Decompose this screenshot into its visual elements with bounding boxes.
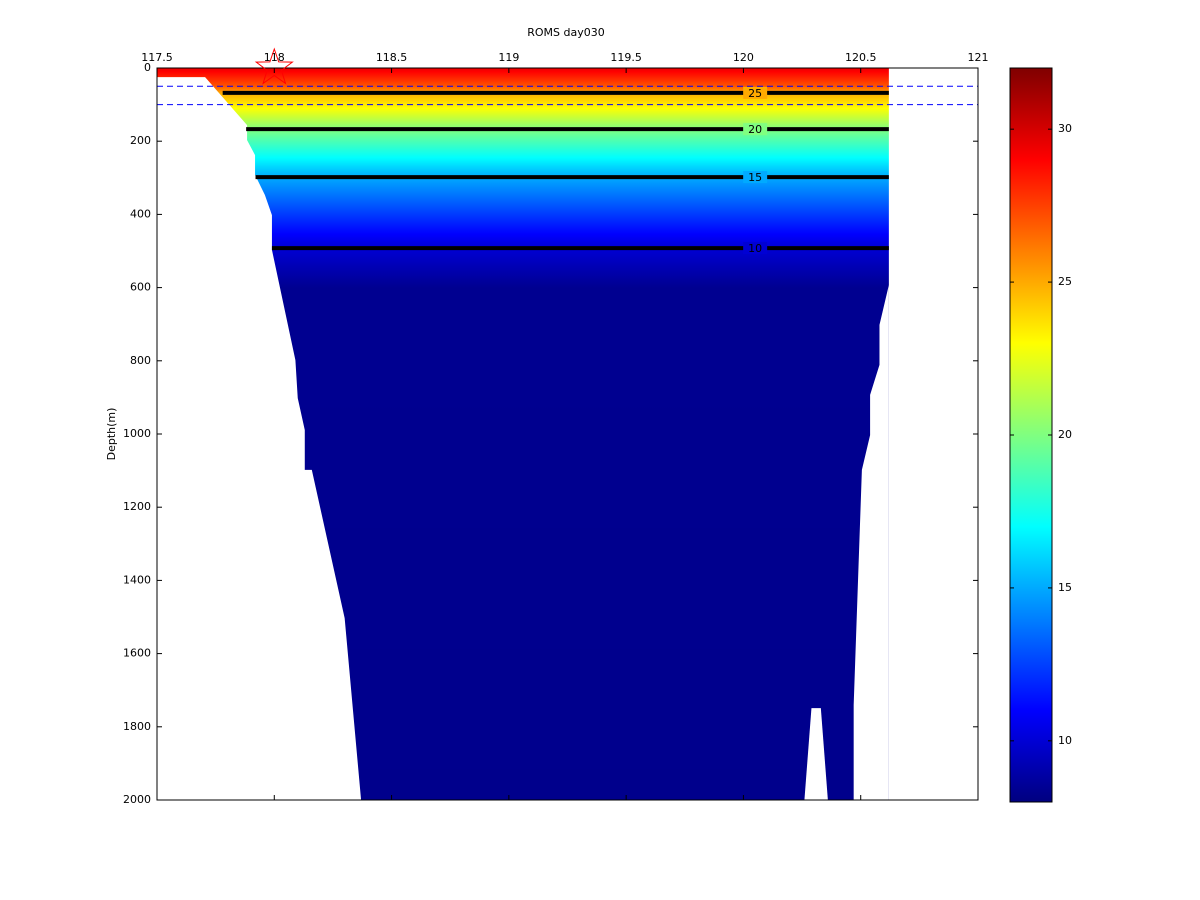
y-tick-label: 1200 xyxy=(123,500,151,513)
colorbar xyxy=(1009,67,1053,803)
colorbar-tick-label: 20 xyxy=(1058,428,1072,441)
contour-label-bg xyxy=(743,123,768,136)
y-tick-label: 200 xyxy=(130,134,151,147)
contour-label: 10 xyxy=(748,242,762,255)
chart-title: ROMS day030 xyxy=(527,26,605,39)
y-tick-label: 1600 xyxy=(123,647,151,660)
y-tick-label: 400 xyxy=(130,207,151,220)
y-tick-label: 1800 xyxy=(123,720,151,733)
land xyxy=(157,77,362,800)
x-tick-label: 120.5 xyxy=(845,51,877,64)
colorbar-tick-label: 30 xyxy=(1058,122,1072,135)
y-tick-label: 600 xyxy=(130,281,151,294)
colorbar-tick-label: 15 xyxy=(1058,581,1072,594)
x-tick-label: 118 xyxy=(264,51,285,64)
x-tick-label: 120 xyxy=(733,51,754,64)
contour-label-bg xyxy=(743,171,768,184)
contour-label: 25 xyxy=(748,87,762,100)
contour-label-bg xyxy=(743,242,768,255)
colorbar-tick-label: 25 xyxy=(1058,275,1072,288)
x-tick-label: 118.5 xyxy=(376,51,408,64)
land xyxy=(804,708,828,800)
contour-label: 15 xyxy=(748,171,762,184)
colorbar-tick-label: 10 xyxy=(1058,734,1072,747)
y-tick-label: 1000 xyxy=(123,427,151,440)
x-tick-label: 121 xyxy=(968,51,989,64)
contour-label-bg xyxy=(743,86,768,99)
y-tick-label: 0 xyxy=(144,61,151,74)
contour-label: 20 xyxy=(748,123,762,136)
y-tick-label: 1400 xyxy=(123,573,151,586)
y-tick-label: 800 xyxy=(130,354,151,367)
marker-star xyxy=(254,47,294,85)
y-axis-label: Depth(m) xyxy=(105,408,118,461)
land xyxy=(853,285,889,801)
x-tick-label: 119 xyxy=(498,51,519,64)
x-tick-label: 117.5 xyxy=(141,51,173,64)
x-tick-label: 119.5 xyxy=(610,51,642,64)
y-tick-label: 2000 xyxy=(123,793,151,806)
